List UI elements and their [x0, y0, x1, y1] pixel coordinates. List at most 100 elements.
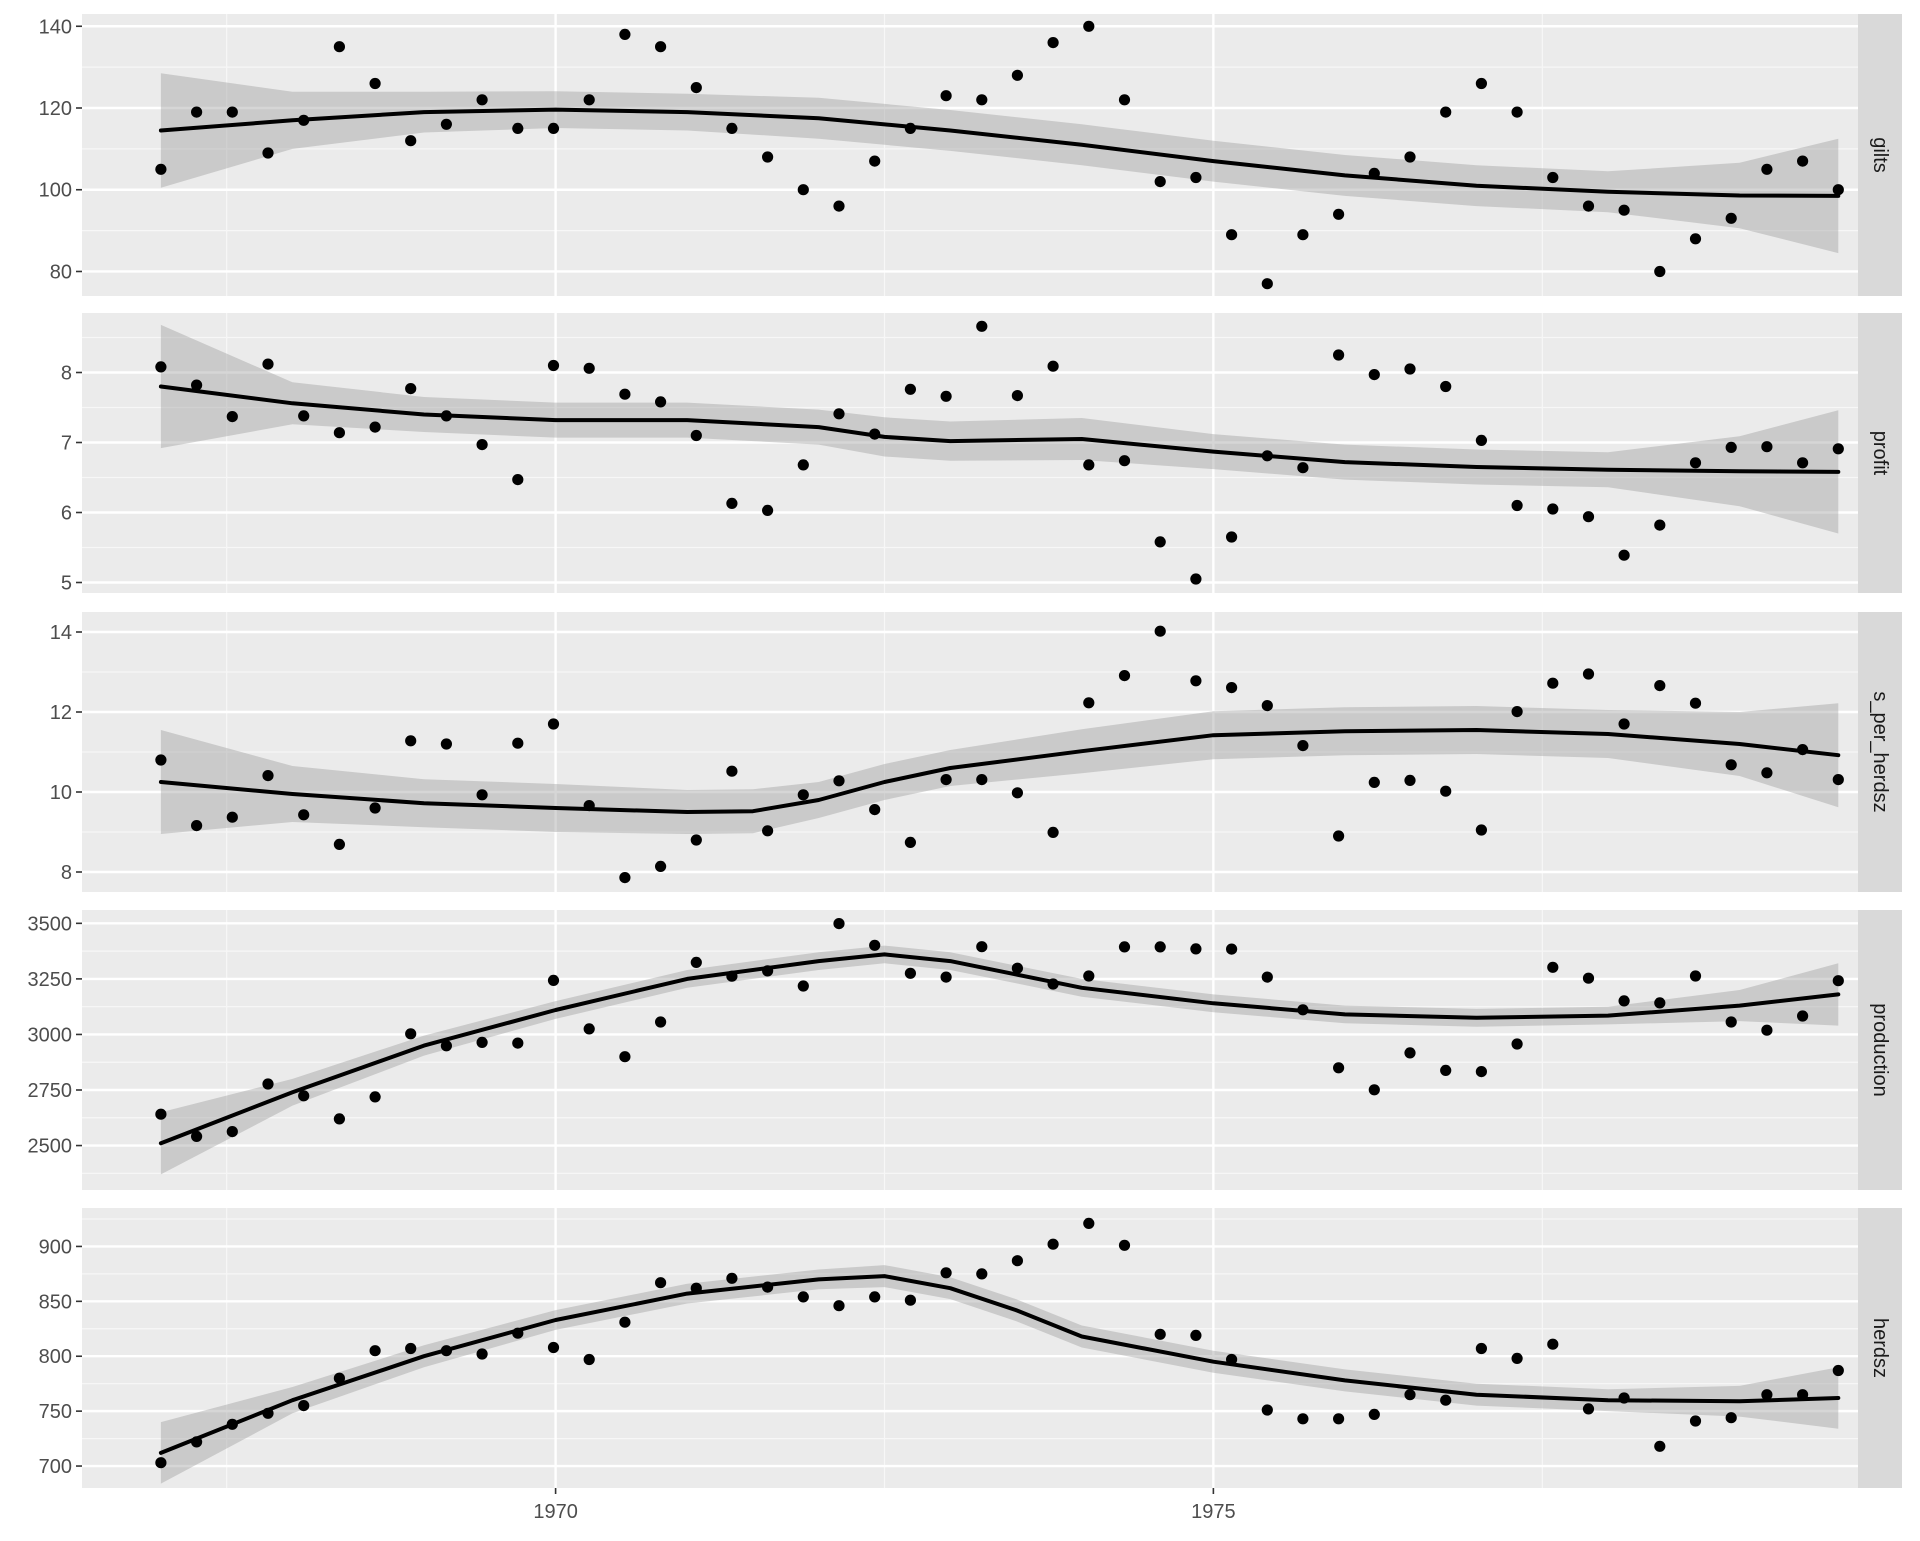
data-point: [1154, 176, 1166, 188]
data-point: [1333, 208, 1345, 220]
data-point: [1404, 151, 1416, 163]
data-point: [976, 941, 988, 953]
data-point: [869, 155, 881, 167]
data-point: [940, 971, 952, 983]
y-tick-label: 800: [39, 1346, 72, 1368]
data-point: [1475, 77, 1487, 90]
data-point: [440, 118, 452, 130]
data-point: [690, 834, 702, 846]
data-point: [726, 122, 738, 134]
data-point: [262, 358, 274, 370]
data-point: [1226, 943, 1238, 955]
data-point: [1404, 363, 1416, 375]
data-point: [1154, 536, 1166, 548]
y-tick-label: 700: [39, 1456, 72, 1478]
data-point: [1226, 682, 1238, 694]
data-point: [762, 151, 774, 163]
data-point: [1582, 511, 1595, 523]
data-point: [869, 804, 881, 816]
data-point: [226, 1126, 238, 1138]
smooth-line: [158, 728, 1841, 814]
facet-strip-label: s_per_herdsz: [1869, 691, 1891, 812]
data-point: [1190, 675, 1202, 687]
data-point: [1118, 1239, 1131, 1251]
data-point: [1654, 519, 1666, 531]
y-tick-label: 8: [61, 862, 72, 884]
data-point: [1011, 962, 1024, 974]
data-point: [1475, 1066, 1487, 1078]
data-point: [726, 1272, 738, 1284]
data-point: [619, 872, 631, 884]
data-point: [1582, 668, 1595, 680]
data-point: [405, 1342, 417, 1355]
x-tick-label: 1970: [533, 1501, 578, 1523]
data-point: [1440, 785, 1452, 797]
data-point: [333, 41, 345, 53]
y-tick-label: 14: [50, 622, 72, 644]
data-point: [405, 383, 417, 395]
data-point: [369, 421, 381, 433]
data-point: [1368, 1408, 1380, 1420]
data-point: [1761, 163, 1773, 175]
data-point: [904, 1294, 917, 1306]
data-point: [690, 956, 702, 969]
data-point: [1618, 549, 1630, 561]
data-point: [1297, 1413, 1309, 1425]
data-point: [1047, 1238, 1059, 1250]
data-point: [1654, 997, 1666, 1009]
data-point: [405, 735, 417, 747]
y-tick-label: 12: [50, 702, 72, 724]
data-point: [1261, 1404, 1273, 1416]
facet-panel-profit: 5 6 7 8 profit: [61, 313, 1902, 595]
data-point: [1011, 69, 1024, 81]
data-point: [191, 106, 203, 118]
data-point: [583, 1023, 595, 1035]
data-point: [1190, 573, 1202, 585]
smooth-line: [158, 384, 1841, 474]
data-point: [1511, 499, 1523, 512]
data-point: [619, 28, 631, 40]
data-point: [1475, 1342, 1487, 1355]
data-point: [512, 1037, 524, 1049]
data-point: [904, 836, 917, 849]
data-point: [405, 1028, 417, 1040]
data-point: [655, 396, 667, 408]
data-point: [1725, 441, 1737, 453]
facet-strip-label: gilts: [1869, 137, 1891, 173]
y-tick-label: 120: [39, 98, 72, 120]
data-point: [1761, 767, 1773, 779]
y-tick-label: 2750: [28, 1080, 73, 1102]
data-point: [690, 429, 702, 442]
data-point: [1083, 697, 1095, 709]
data-point: [1689, 697, 1702, 709]
data-point: [1011, 1255, 1024, 1267]
data-point: [1440, 1064, 1452, 1076]
data-point: [1404, 1047, 1416, 1059]
data-point: [547, 1341, 560, 1354]
data-point: [1582, 1403, 1595, 1415]
y-tick-label: 80: [50, 261, 72, 283]
data-point: [940, 90, 952, 102]
data-point: [1083, 970, 1095, 982]
facet-panel-s_per_herdsz: 8 10 12 14 s_per_herdsz: [50, 612, 1902, 892]
data-point: [655, 1016, 667, 1028]
y-tick-label: 140: [39, 16, 72, 38]
data-point: [976, 320, 988, 332]
data-point: [655, 860, 667, 873]
data-point: [655, 1277, 667, 1289]
data-point: [369, 1091, 381, 1103]
data-point: [1475, 824, 1487, 836]
data-point: [726, 765, 738, 777]
data-point: [1047, 37, 1059, 49]
data-point: [476, 1036, 488, 1048]
data-point: [1797, 1010, 1809, 1022]
data-point: [1226, 229, 1238, 241]
data-point: [298, 809, 310, 821]
data-point: [1011, 390, 1024, 402]
data-point: [1832, 774, 1844, 786]
data-point: [1118, 941, 1131, 953]
data-point: [298, 1400, 310, 1412]
confidence-band: [160, 1265, 1839, 1484]
data-point: [1440, 380, 1452, 393]
panel-background: [82, 1208, 1858, 1488]
